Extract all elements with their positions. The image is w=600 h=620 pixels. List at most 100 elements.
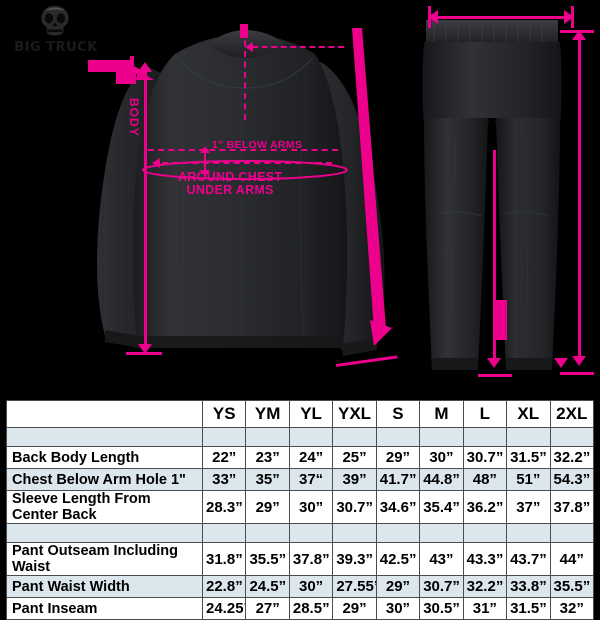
row-value: 33” [201, 468, 247, 491]
row-value: 22” [201, 446, 247, 469]
below-arms-arrow-up-icon [200, 146, 210, 153]
row-value: 39” [332, 468, 377, 491]
row-value: 30.7” [462, 446, 508, 469]
body-length-arrow-up-icon [138, 62, 152, 72]
row-value: 43.7” [506, 542, 551, 576]
below-arms-label: 1" BELOW ARMS [212, 139, 303, 151]
row-value: 37.8” [549, 490, 594, 524]
row-value: 44” [549, 542, 594, 576]
table-header-row: YS YM YL YXL S M L XL 2XL [6, 400, 594, 428]
spacer-cell [549, 523, 594, 543]
spacer-cell [245, 427, 290, 447]
row-value: 31.5” [506, 446, 551, 469]
row-value: 29” [332, 597, 377, 620]
row-value: 43” [419, 542, 464, 576]
body-length-bottom-tick [126, 352, 162, 355]
row-value: 29” [245, 490, 290, 524]
row-value: 35.5” [245, 542, 290, 576]
pant-inseam-bottom-tick [478, 374, 512, 377]
row-value: 23” [245, 446, 290, 469]
row-value: 29” [375, 446, 421, 469]
chest-ellipse [142, 160, 348, 180]
row-value: 30” [375, 597, 421, 620]
pants-image [422, 20, 562, 370]
spacer-cell [6, 427, 203, 447]
pant-waist-left-tick [428, 6, 431, 28]
spacer-cell [288, 523, 334, 543]
spacer-cell [506, 523, 551, 543]
spacer-cell [375, 523, 421, 543]
row-value: 24” [288, 446, 334, 469]
header-size-ys: YS [201, 400, 247, 428]
pant-inseam-right-arrow-down-icon [554, 358, 568, 368]
row-value: 35.5” [549, 575, 594, 598]
row-label: Pant Inseam [6, 597, 203, 620]
row-value: 28.5” [288, 597, 334, 620]
row-value: 37” [506, 490, 551, 524]
header-measurement-blank [6, 400, 203, 428]
garment-diagram-area: BIG TRUCK [8, 4, 594, 377]
table-row: Pant Inseam 24.25” 27” 28.5” 29” 30” 30.… [6, 597, 594, 620]
row-value: 35.4” [419, 490, 464, 524]
header-size-xl: XL [506, 400, 551, 428]
pant-inseam-grip [493, 300, 507, 340]
spacer-cell [245, 523, 290, 543]
shoulder-dashed-line [252, 46, 344, 48]
table-row: Pant Outseam Including Waist 31.8” 35.5”… [6, 542, 594, 576]
brand-name: BIG TRUCK [14, 40, 98, 55]
row-value: 33.8” [506, 575, 551, 598]
skull-logo-icon [41, 5, 69, 36]
body-length-line [144, 72, 147, 346]
header-size-s: S [375, 400, 421, 428]
row-value: 25” [332, 446, 377, 469]
chest-dashed-line [162, 162, 332, 164]
row-value: 44.8” [419, 468, 464, 491]
row-value: 27.55” [332, 575, 377, 598]
row-value: 30” [288, 490, 334, 524]
pant-inseam-arrow-down-icon [487, 358, 501, 368]
pant-waist-width-line [438, 16, 564, 19]
chest-label-line1: AROUND CHEST [178, 170, 283, 184]
row-value: 30.7” [419, 575, 464, 598]
row-value: 29” [375, 575, 421, 598]
spacer-cell [201, 523, 247, 543]
pant-inseam-line [493, 150, 496, 360]
spacer-cell [375, 427, 421, 447]
row-label: Back Body Length [6, 446, 203, 469]
row-value: 54.3” [549, 468, 594, 491]
center-back-top-tick [240, 24, 248, 38]
spacer-cell [201, 427, 247, 447]
brand-logo: BIG TRUCK [8, 4, 104, 60]
spacer-cell [288, 427, 334, 447]
chest-label: AROUND CHEST UNDER ARMS [178, 170, 283, 197]
body-label: BODY [127, 98, 141, 137]
pant-waist-arrow-left-icon [428, 10, 438, 24]
spacer-cell [462, 523, 508, 543]
row-value: 31.5” [506, 597, 551, 620]
center-back-dashed-line [244, 30, 246, 120]
row-value: 30” [419, 446, 464, 469]
header-size-m: M [419, 400, 464, 428]
row-value: 30” [288, 575, 334, 598]
row-value: 24.25” [201, 597, 247, 620]
row-value: 41.7” [375, 468, 421, 491]
pant-waist-arrow-right-icon [564, 10, 574, 24]
row-value: 34.6” [375, 490, 421, 524]
body-length-arrow-down-icon [138, 344, 152, 354]
sleeve-length-line [352, 28, 392, 346]
spacer-cell [506, 427, 551, 447]
row-value: 37.8” [288, 542, 334, 576]
row-label: Sleeve Length From Center Back [6, 490, 203, 524]
row-value: 36.2” [462, 490, 508, 524]
pant-waist-right-tick [571, 6, 574, 28]
table-row: Sleeve Length From Center Back 28.3” 29”… [6, 490, 594, 524]
header-size-yxl: YXL [332, 400, 377, 428]
spacer-cell [419, 427, 464, 447]
size-chart-page: BIG TRUCK [0, 4, 600, 620]
row-value: 28.3” [201, 490, 247, 524]
pant-outseam-arrow-up-icon [572, 30, 586, 40]
table-row: Chest Below Arm Hole 1" 33” 35” 37“ 39” … [6, 468, 594, 491]
row-value: 27” [245, 597, 290, 620]
size-chart-table-container: YS YM YL YXL S M L XL 2XL [0, 396, 600, 620]
row-value: 43.3” [462, 542, 508, 576]
